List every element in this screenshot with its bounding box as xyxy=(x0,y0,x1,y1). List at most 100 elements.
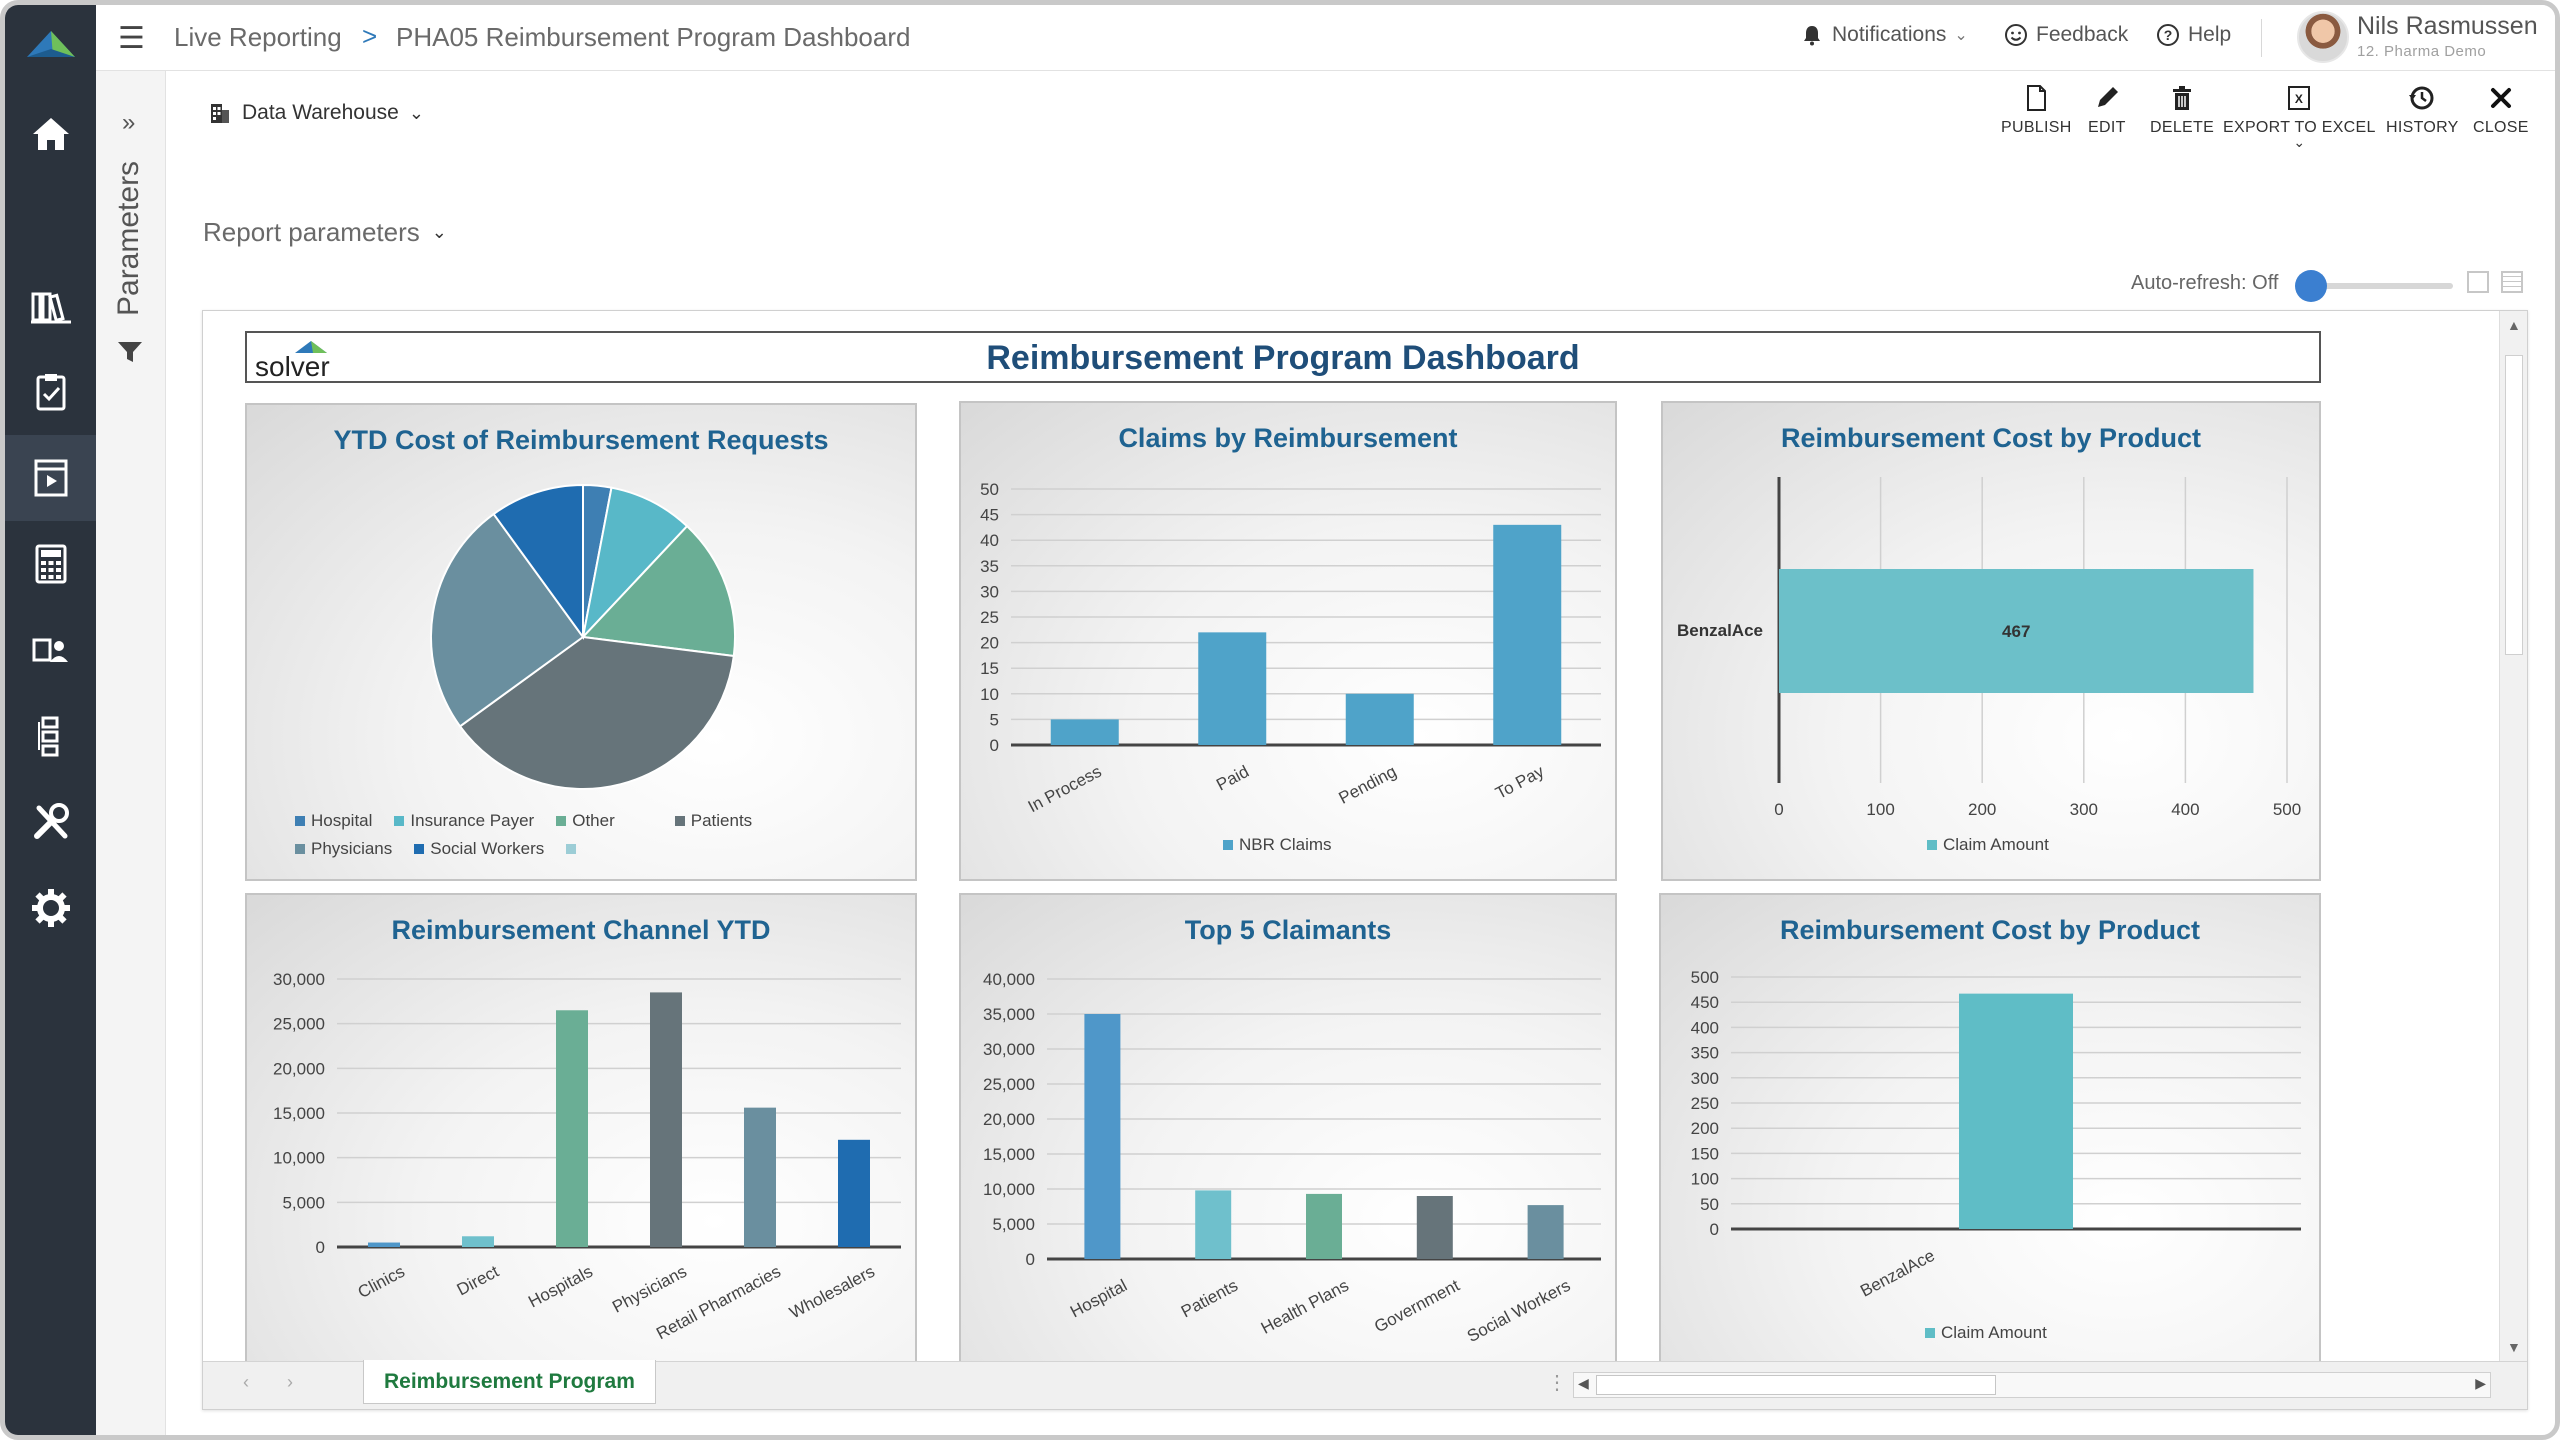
history-button[interactable]: HISTORY xyxy=(2386,83,2459,137)
x-tick-label: Physicians xyxy=(609,1262,690,1317)
bar-5 xyxy=(838,1139,870,1247)
legend-item: Patients xyxy=(674,811,752,831)
data-source-dropdown[interactable]: Data Warehouse ⌄ xyxy=(208,101,424,125)
horizontal-scrollbar[interactable]: ◀ ▶ xyxy=(1573,1372,2491,1398)
x-tick-label: Clinics xyxy=(355,1262,408,1302)
pencil-icon xyxy=(2097,87,2118,107)
y-tick-label: 20 xyxy=(980,634,999,653)
grid-view-icon[interactable] xyxy=(2501,271,2523,293)
history-icon xyxy=(2409,86,2434,110)
vertical-scrollbar[interactable]: ▲ ▼ xyxy=(2499,311,2527,1361)
calculator-icon[interactable] xyxy=(5,521,96,607)
x-tick-label: Patients xyxy=(1178,1276,1241,1322)
dashboard-title: Reimbursement Program Dashboard xyxy=(986,339,1580,377)
user-avatar[interactable] xyxy=(2297,11,2349,63)
legend-item: Other xyxy=(556,811,615,831)
library-icon[interactable] xyxy=(5,263,96,349)
auto-refresh-slider-track[interactable] xyxy=(2309,283,2453,289)
y-tick-label: 0 xyxy=(990,736,999,755)
x-tick-label: 300 xyxy=(2070,800,2098,819)
reports-icon[interactable] xyxy=(5,435,96,521)
y-tick-label: 0 xyxy=(1026,1250,1035,1269)
app-logo-icon[interactable] xyxy=(23,27,79,63)
legend-label: NBR Claims xyxy=(1239,835,1332,854)
chart-title: Top 5 Claimants xyxy=(1184,915,1392,945)
scroll-left-arrow-icon[interactable]: ◀ xyxy=(1578,1375,1589,1391)
menu-hamburger-icon[interactable]: ☰ xyxy=(118,22,145,55)
y-tick-label: 0 xyxy=(316,1238,325,1257)
delete-button[interactable]: DELETE xyxy=(2150,83,2214,137)
hbar-legend: Claim Amount xyxy=(1927,835,2049,855)
publish-button[interactable]: PUBLISH xyxy=(2001,83,2072,137)
bar-4 xyxy=(744,1107,776,1247)
y-tick-label: 35 xyxy=(980,557,999,576)
user-name[interactable]: Nils Rasmussen xyxy=(2357,12,2538,40)
data-label: 467 xyxy=(2002,622,2030,641)
sheet-tab-reimbursement-program[interactable]: Reimbursement Program xyxy=(363,1360,656,1404)
close-button[interactable]: CLOSE xyxy=(2473,83,2529,137)
y-tick-label: 0 xyxy=(1710,1220,1719,1239)
pie-chart-panel: YTD Cost of Reimbursement Requests Hospi… xyxy=(245,403,917,881)
y-tick-label: 30 xyxy=(980,582,999,601)
scroll-right-arrow-icon[interactable]: ▶ xyxy=(2475,1375,2486,1391)
claims-chart-panel: Claims by Reimbursement 0 5 10 15 20 25 30 35 40… xyxy=(959,401,1617,881)
expand-icon[interactable] xyxy=(2467,271,2489,293)
bell-icon xyxy=(1804,26,1820,46)
expand-chevron-icon[interactable]: » xyxy=(122,109,136,136)
export-to-excel-button[interactable]: X EXPORT TO EXCEL ⌄ xyxy=(2223,83,2376,150)
prev-sheet-arrow-icon[interactable]: ‹ xyxy=(243,1372,249,1392)
y-tick-label: 450 xyxy=(1691,993,1719,1012)
breadcrumb-live-reporting[interactable]: Live Reporting xyxy=(174,22,342,52)
product-cost-vbar-chart: 0 50 100 150 200 250 300 350 400 450 500 BenzalAce xyxy=(1691,968,2301,1301)
notifications-button[interactable]: Notifications ⌄ xyxy=(1800,23,1968,47)
pie-slice-5 xyxy=(492,483,584,641)
feedback-button[interactable]: Feedback xyxy=(2004,23,2128,47)
user-company: 12. Pharma Demo xyxy=(2357,43,2487,60)
x-tick-label: Direct xyxy=(454,1262,502,1300)
horizontal-scroll-thumb[interactable] xyxy=(1596,1375,1996,1395)
x-tick-label: 400 xyxy=(2171,800,2199,819)
y-tick-label: 350 xyxy=(1691,1044,1719,1063)
auto-refresh-slider-knob[interactable] xyxy=(2295,270,2327,302)
parameters-panel[interactable]: » Parameters xyxy=(96,71,166,1435)
left-navigation xyxy=(5,5,96,1435)
y-tick-label: 200 xyxy=(1691,1119,1719,1138)
parameters-label[interactable]: Parameters xyxy=(112,160,145,316)
scroll-up-arrow-icon[interactable]: ▲ xyxy=(2507,317,2521,333)
help-button[interactable]: ? Help xyxy=(2156,23,2231,47)
tools-icon[interactable] xyxy=(5,779,96,865)
x-tick-label: Wholesalers xyxy=(786,1262,878,1323)
hierarchy-icon[interactable] xyxy=(5,693,96,779)
pie-legend: Hospital Insurance Payer Other Patients … xyxy=(295,811,855,859)
report-parameters-toggle[interactable]: Report parameters ⌄ xyxy=(203,217,447,248)
user-management-icon[interactable] xyxy=(5,607,96,693)
vertical-scroll-thumb[interactable] xyxy=(2505,355,2523,655)
channel-chart-panel: Reimbursement Channel YTD 0 5,000 10,000 15… xyxy=(245,893,917,1363)
tasks-icon[interactable] xyxy=(5,349,96,435)
svg-text:X: X xyxy=(2295,92,2303,106)
publish-label: PUBLISH xyxy=(2001,119,2072,136)
tab-splitter-icon[interactable]: ⋮ xyxy=(1547,1372,1567,1394)
y-tick-label: 30,000 xyxy=(983,1040,1035,1059)
chart-title: Reimbursement Cost by Product xyxy=(1779,915,2201,945)
report-workbook[interactable]: solver Reimbursement Program Dashboard Y… xyxy=(202,310,2528,1410)
help-label: Help xyxy=(2188,23,2232,46)
settings-gear-icon[interactable] xyxy=(5,865,96,951)
next-sheet-arrow-icon[interactable]: › xyxy=(287,1372,293,1392)
scroll-down-arrow-icon[interactable]: ▼ xyxy=(2507,1339,2521,1355)
y-tick-label: 35,000 xyxy=(983,1005,1035,1024)
home-icon[interactable] xyxy=(5,91,96,177)
chevron-down-icon[interactable]: ⌄ xyxy=(2293,134,2306,150)
vbar-legend: Claim Amount xyxy=(1925,1323,2047,1343)
claims-bar-chart: 0 5 10 15 20 25 30 35 40 45 50 In Process Paid Pendin… xyxy=(980,480,1601,816)
y-tick-label: 300 xyxy=(1691,1069,1719,1088)
y-tick-label: 5 xyxy=(990,710,999,729)
product-cost-vbar-panel: Reimbursement Cost by Product 0 50 100 150 2… xyxy=(1659,893,2321,1363)
chevron-down-icon: ⌄ xyxy=(431,222,447,242)
pie-slice-4 xyxy=(430,512,585,728)
edit-button[interactable]: EDIT xyxy=(2088,83,2126,137)
dashboard-title-box: solver Reimbursement Program Dashboard xyxy=(245,331,2321,383)
filter-icon[interactable] xyxy=(116,339,144,365)
chart-title: Claims by Reimbursement xyxy=(1118,423,1458,453)
